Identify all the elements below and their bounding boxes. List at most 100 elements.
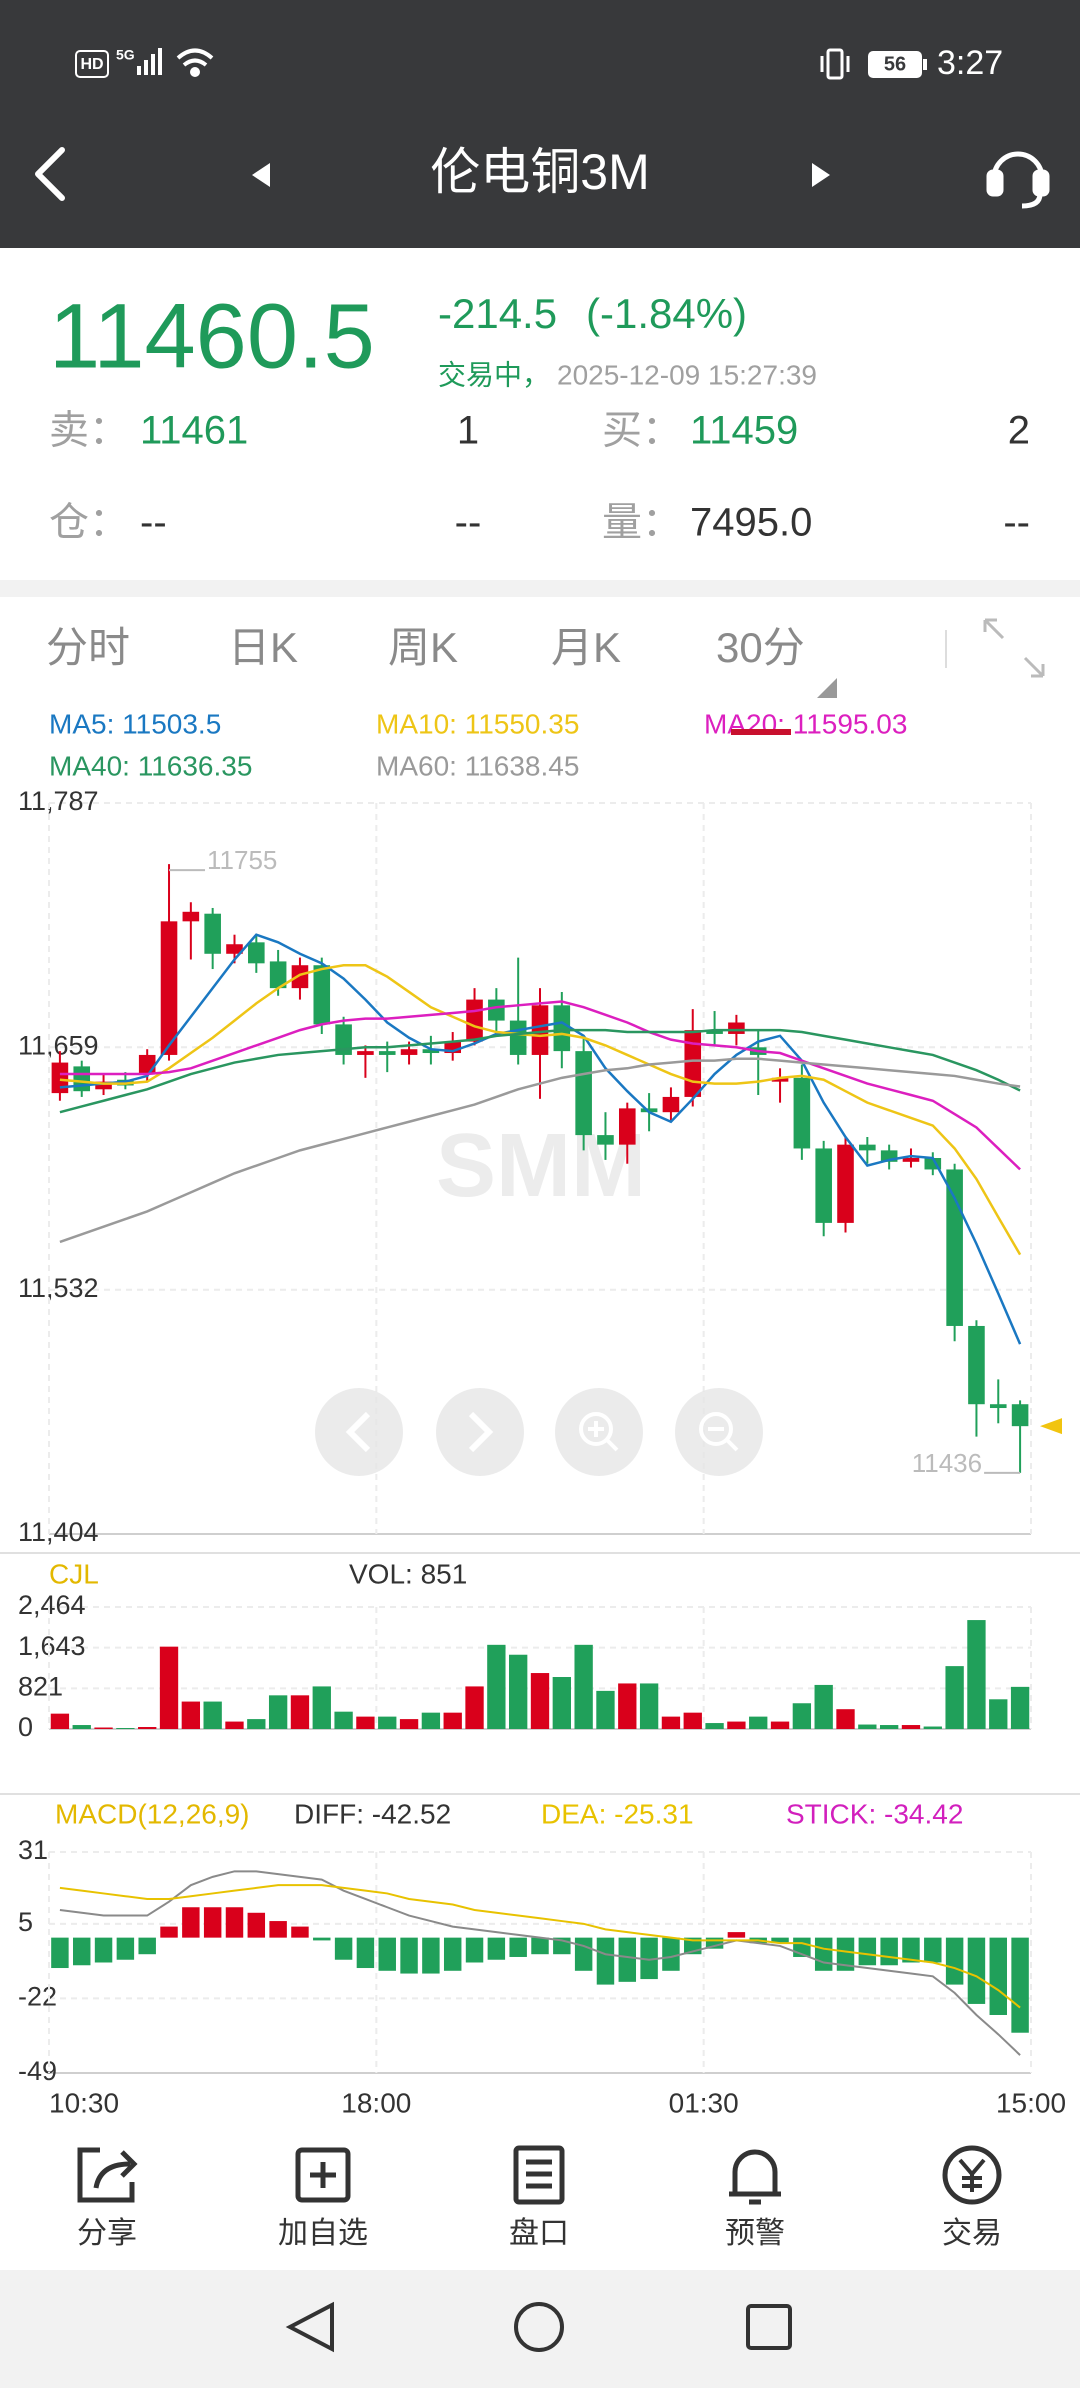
prev-contract[interactable]: [252, 163, 270, 187]
x-tick-label: 10:30: [49, 2087, 119, 2118]
candle-body: [226, 944, 243, 954]
zoom-out[interactable]: [675, 1388, 763, 1476]
scroll-left[interactable]: [315, 1388, 403, 1476]
macd-bar: [596, 1937, 615, 1985]
candle-body: [553, 1005, 571, 1052]
trade-icon[interactable]: [942, 2145, 1002, 2205]
candle-body: [73, 1066, 91, 1092]
macd-bar: [313, 1937, 331, 1941]
candle-body: [509, 1020, 527, 1055]
toolbar-label[interactable]: 分享: [77, 2217, 137, 2250]
macd-bar: [138, 1937, 156, 1955]
y-tick-label: 11,787: [18, 786, 99, 816]
period-tab[interactable]: 30分: [716, 624, 805, 671]
y-tick-label: 2,464: [18, 1590, 86, 1620]
share-icon[interactable]: [77, 2147, 138, 2203]
toolbar-label[interactable]: 盘口: [509, 2217, 569, 2250]
buy-qty: 2: [1008, 409, 1030, 453]
candle-body: [357, 1051, 374, 1055]
macd-bar: [356, 1937, 375, 1969]
candle-body: [531, 1005, 549, 1055]
toolbar-label[interactable]: 预警: [725, 2217, 785, 2250]
change-pct: (-1.84%): [586, 290, 747, 337]
macd-bar: [771, 1937, 789, 1944]
trade-status: 交易中，: [438, 359, 550, 390]
period-tab[interactable]: 月K: [551, 624, 621, 671]
toolbar-label[interactable]: 加自选: [278, 2217, 368, 2250]
add-watch-icon[interactable]: [295, 2147, 351, 2203]
alert-icon[interactable]: [729, 2149, 781, 2205]
zoom-in[interactable]: [555, 1388, 643, 1476]
legend-entry: DIFF: -42.52: [294, 1798, 451, 1829]
line-series: [59, 1028, 1021, 1114]
charts: 11,404 11,532 11,659 11,787 MA5: 11503.5 MA10…: [18, 708, 1066, 2118]
signal: [137, 48, 162, 75]
x-tick-label: 15:00: [996, 2087, 1066, 2118]
oi-label: 仓：: [49, 501, 129, 545]
line-series: [59, 1870, 1021, 2056]
period-tab[interactable]: 周K: [388, 624, 458, 671]
volume-bar: [705, 1723, 724, 1729]
volume-bar: [530, 1673, 550, 1729]
volume-bar: [399, 1719, 419, 1729]
macd-bar: [967, 1937, 986, 2004]
candle-body: [182, 911, 200, 922]
active-tab-indicator: [731, 729, 791, 735]
candle-body: [313, 965, 331, 1025]
macd-bar: [51, 1937, 69, 1969]
volume-bar: [334, 1711, 353, 1729]
candle-body: [1011, 1404, 1029, 1427]
volume-bar: [290, 1695, 310, 1729]
macd-bar: [116, 1937, 135, 1960]
candle-body: [291, 965, 309, 989]
nav-home[interactable]: [514, 2302, 564, 2352]
nav-recent[interactable]: [746, 2304, 792, 2350]
volume-bar: [138, 1727, 157, 1729]
period-tab[interactable]: 分时: [46, 624, 130, 671]
macd-bar: [618, 1937, 637, 1982]
scroll-right[interactable]: [436, 1388, 524, 1476]
y-tick-label: 5: [18, 1907, 33, 1937]
orderbook-icon[interactable]: [513, 2145, 565, 2205]
candle-body: [488, 999, 505, 1021]
macd-bar: [509, 1937, 527, 1957]
macd-bar: [989, 1937, 1007, 2015]
legend-entry: STICK: -34.42: [786, 1798, 963, 1829]
max-annotation: 11755: [207, 845, 277, 875]
fullscreen-button[interactable]: [983, 618, 1045, 678]
candle-body: [51, 1062, 69, 1094]
period-tab[interactable]: 日K: [228, 624, 298, 671]
volume-bar: [639, 1683, 659, 1729]
macd-bar: [422, 1937, 440, 1974]
service-button[interactable]: [986, 151, 1050, 209]
y-tick-label: 11,404: [18, 1517, 99, 1547]
nav-back[interactable]: [285, 2301, 334, 2353]
toolbar-label[interactable]: 交易: [942, 2217, 1002, 2250]
macd-bar: [443, 1937, 462, 1971]
candle-body: [444, 1041, 462, 1054]
volume-bar: [879, 1725, 899, 1729]
macd-bar: [1011, 1937, 1029, 2033]
next-contract[interactable]: [812, 163, 830, 187]
legend-entry: DEA: -25.31: [541, 1798, 694, 1829]
battery: [868, 51, 922, 78]
oi-change: --: [455, 501, 482, 545]
last-price-marker: [1040, 1418, 1062, 1435]
volume-bar: [770, 1721, 790, 1729]
volume-bar: [421, 1712, 441, 1729]
y-tick-label: 11,532: [18, 1273, 99, 1303]
period-dropdown[interactable]: [817, 678, 837, 698]
line-series: [59, 1884, 1021, 2009]
volume-bar: [356, 1716, 375, 1729]
quote-time: 2025-12-09 15:27:39: [557, 359, 817, 390]
line-series: [59, 963, 1022, 1256]
volume-bar: [159, 1646, 179, 1729]
candle-body: [684, 1030, 702, 1097]
vibrate: [820, 48, 850, 80]
legend-entry: VOL: 851: [349, 1558, 467, 1589]
back-button[interactable]: [35, 147, 65, 201]
macd-bar: [814, 1937, 833, 1971]
candle-body: [138, 1054, 156, 1075]
